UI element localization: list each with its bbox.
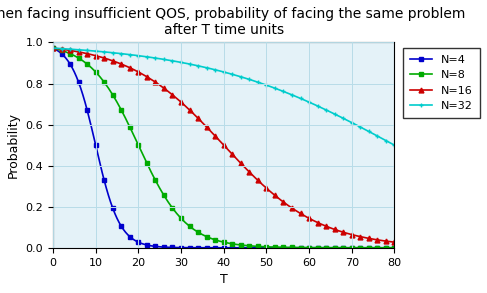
N=32	[334, 113, 340, 117]
N=16	[334, 229, 340, 232]
Title: When facing insufficient QOS, probability of facing the same problem
after T tim: When facing insufficient QOS, probabilit…	[0, 7, 465, 37]
N=32	[375, 134, 380, 138]
N=32	[176, 60, 182, 64]
Line: N=16: N=16	[51, 46, 397, 245]
N=8	[392, 246, 397, 250]
N=16	[392, 240, 397, 244]
Legend: N=4, N=8, N=16, N=32: N=4, N=8, N=16, N=32	[403, 48, 480, 118]
Line: N=8: N=8	[51, 46, 397, 250]
N=16	[144, 75, 150, 79]
Line: N=4: N=4	[51, 46, 397, 250]
N=16	[50, 46, 56, 50]
N=32	[50, 46, 56, 50]
N=4	[351, 246, 357, 250]
X-axis label: T: T	[220, 273, 227, 286]
N=4	[392, 246, 397, 250]
Y-axis label: Probability: Probability	[7, 112, 20, 178]
N=8	[144, 161, 150, 165]
N=16	[176, 98, 182, 102]
N=32	[163, 58, 169, 62]
N=4	[375, 246, 380, 250]
N=16	[375, 238, 380, 242]
N=32	[144, 55, 150, 59]
N=4	[144, 243, 150, 247]
N=8	[375, 246, 380, 250]
N=32	[392, 143, 397, 147]
N=4	[50, 46, 56, 50]
N=4	[334, 246, 340, 250]
N=8	[176, 214, 182, 218]
N=4	[163, 246, 169, 249]
N=16	[163, 88, 169, 91]
N=32	[351, 122, 357, 125]
Line: N=32: N=32	[51, 46, 397, 148]
N=8	[351, 246, 357, 250]
N=8	[50, 46, 56, 50]
N=4	[176, 246, 182, 249]
N=16	[351, 233, 357, 237]
N=8	[334, 246, 340, 249]
N=8	[163, 197, 169, 201]
